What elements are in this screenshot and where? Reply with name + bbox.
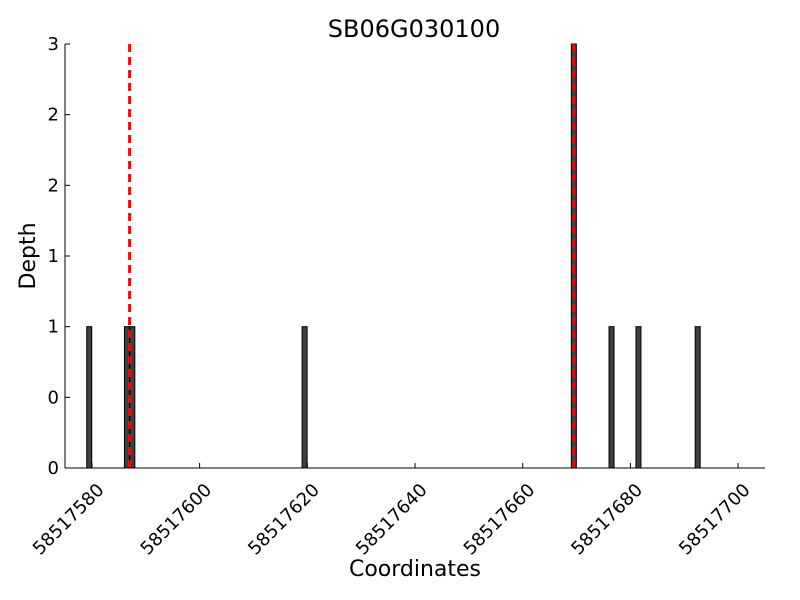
y-tick-label: 2 (48, 175, 59, 196)
chart-title: SB06G030100 (328, 15, 500, 43)
x-tick-label: 58517580 (29, 480, 109, 560)
x-tick-label: 58517660 (460, 480, 540, 560)
y-tick-label: 3 (48, 34, 59, 55)
x-tick-label: 58517600 (137, 480, 217, 560)
y-tick-label: 1 (48, 246, 59, 267)
x-tick-label: 58517640 (352, 480, 432, 560)
bar-0 (86, 326, 93, 469)
x-tick-label: 58517620 (244, 480, 324, 560)
marker-lines-layer (128, 44, 576, 468)
y-tick-label: 1 (48, 317, 59, 338)
x-tick-label: 58517700 (675, 480, 755, 560)
axes (64, 44, 765, 469)
x-ticks: 58517580 58517600 58517620 58517640 58517660… (29, 463, 755, 559)
bars-layer (86, 43, 701, 469)
bar-7 (694, 326, 701, 469)
y-tick-label: 0 (48, 387, 59, 408)
x-axis-label: Coordinates (349, 557, 481, 582)
y-axis-label: Depth (16, 222, 41, 289)
y-tick-label: 2 (48, 105, 59, 126)
bar-6 (635, 326, 642, 469)
bar-3 (301, 326, 308, 469)
x-tick-label: 58517680 (567, 480, 647, 560)
y-ticks: 0 0 1 1 2 2 3 (48, 34, 70, 479)
bar-5 (608, 326, 615, 469)
y-tick-label: 0 (48, 458, 59, 479)
